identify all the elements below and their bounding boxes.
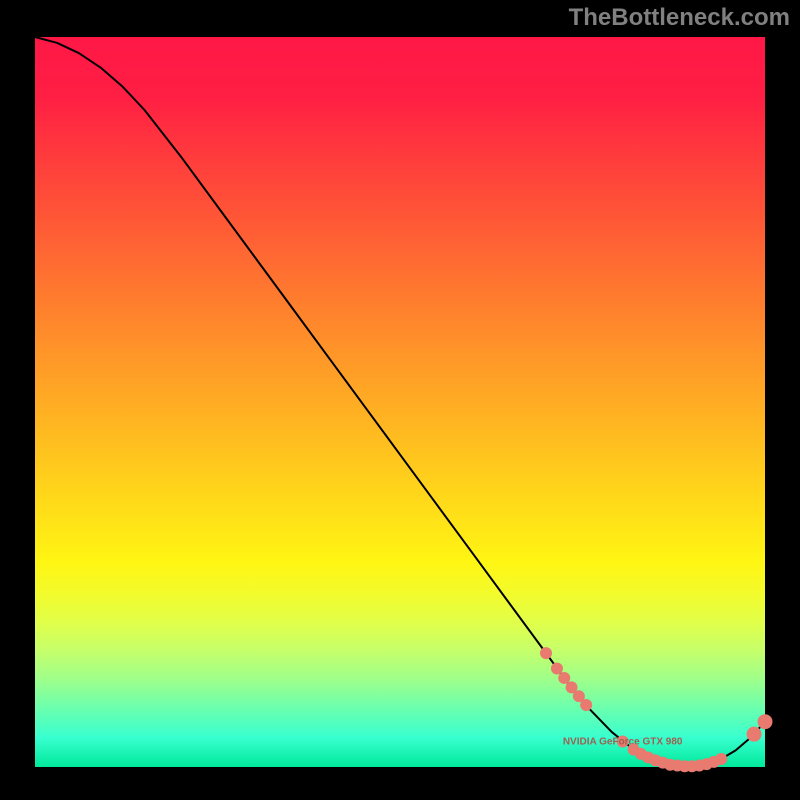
watermark-text: TheBottleneck.com (569, 4, 790, 32)
data-marker (551, 662, 563, 674)
data-marker (558, 672, 570, 684)
data-marker (580, 699, 592, 711)
data-marker (540, 647, 552, 659)
data-marker (747, 727, 762, 742)
data-marker (758, 714, 773, 729)
marker-label: NVIDIA GeForce GTX 980 (563, 736, 683, 747)
data-marker (715, 753, 727, 765)
chart-container: TheBottleneck.com NVIDIA GeForce GTX 980 (0, 0, 800, 800)
plot-background (35, 37, 765, 767)
bottleneck-chart-svg: NVIDIA GeForce GTX 980 (0, 0, 800, 800)
